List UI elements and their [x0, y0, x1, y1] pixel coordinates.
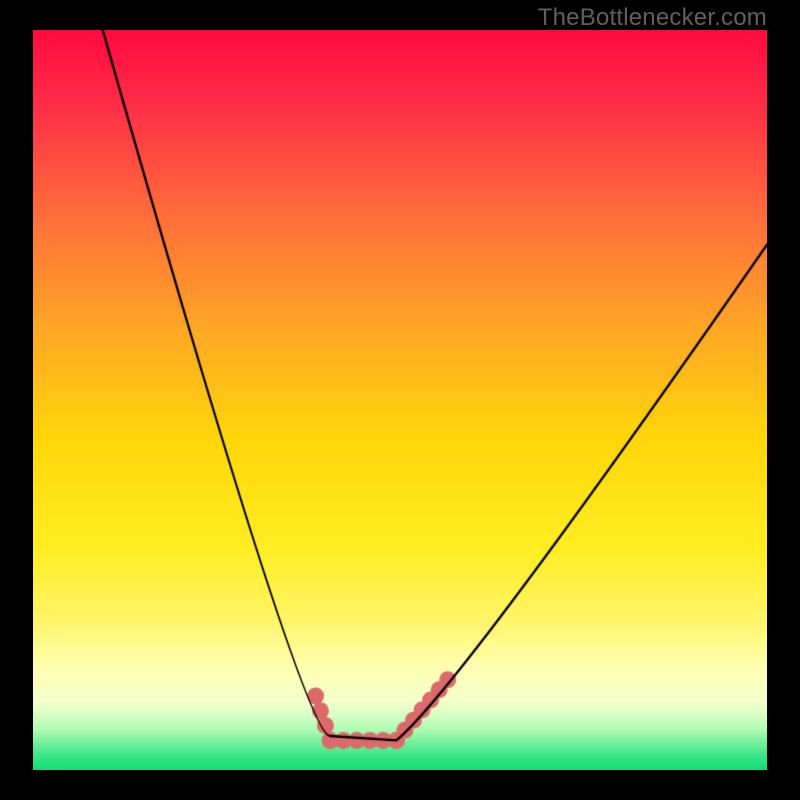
heat-gradient-background: [33, 30, 767, 770]
plot-area: [33, 30, 767, 770]
watermark-text: TheBottlenecker.com: [538, 4, 767, 32]
